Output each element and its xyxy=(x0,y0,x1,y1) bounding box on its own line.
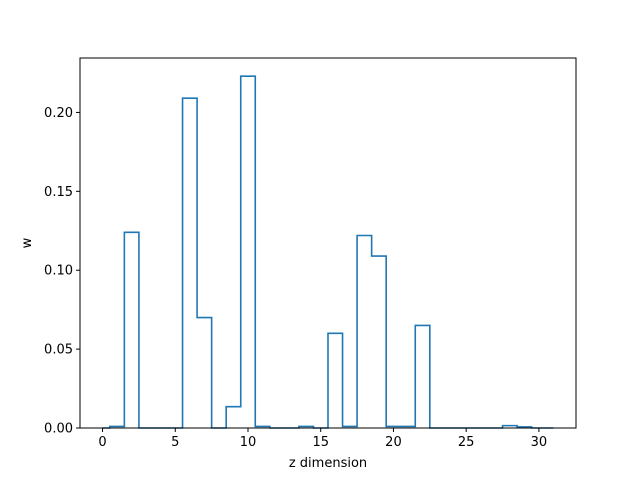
x-tick-label: 20 xyxy=(385,435,402,450)
x-tick-label: 5 xyxy=(171,435,179,450)
y-tick-label: 0.10 xyxy=(44,264,73,279)
y-tick-label: 0.20 xyxy=(44,106,73,121)
y-tick-label: 0.15 xyxy=(44,185,73,200)
x-tick-label: 30 xyxy=(531,435,548,450)
x-axis: 0 5 10 15 20 25 30 xyxy=(98,428,547,450)
x-tick-label: 10 xyxy=(240,435,257,450)
plot-frame xyxy=(79,57,577,429)
y-axis: 0.00 0.05 0.10 0.15 0.20 xyxy=(44,106,80,437)
x-tick-label: 15 xyxy=(312,435,329,450)
x-tick-label: 25 xyxy=(458,435,475,450)
x-tick-label: 0 xyxy=(98,435,106,450)
y-tick-label: 0.05 xyxy=(44,343,73,358)
x-axis-label: z dimension xyxy=(289,456,367,471)
y-axis-label: w xyxy=(20,237,35,248)
y-tick-label: 0.00 xyxy=(44,422,73,437)
